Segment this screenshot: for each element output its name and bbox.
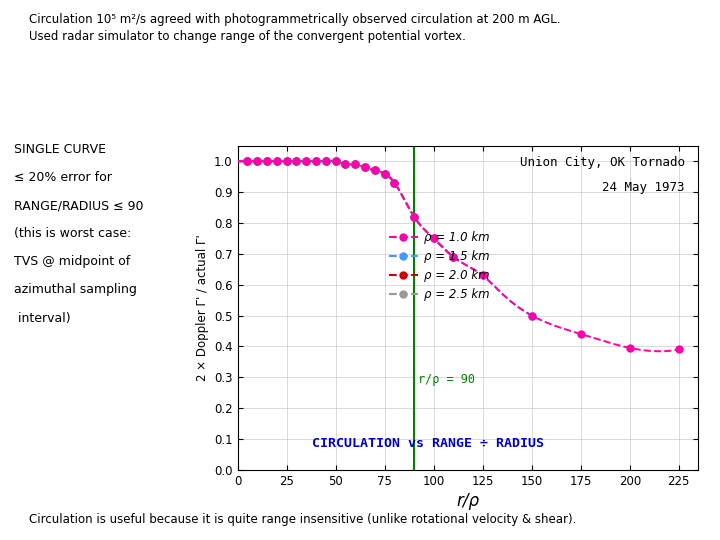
- Text: interval): interval): [14, 312, 71, 325]
- Text: Used radar simulator to change range of the convergent potential vortex.: Used radar simulator to change range of …: [29, 30, 466, 43]
- Text: azimuthal sampling: azimuthal sampling: [14, 284, 138, 296]
- Text: Circulation is useful because it is quite range insensitive (unlike rotational v: Circulation is useful because it is quit…: [29, 514, 576, 526]
- X-axis label: r/ρ: r/ρ: [456, 492, 480, 510]
- Text: Union City, OK Tornado: Union City, OK Tornado: [520, 156, 685, 168]
- Text: CIRCULATION vs RANGE ÷ RADIUS: CIRCULATION vs RANGE ÷ RADIUS: [312, 437, 544, 450]
- Y-axis label: 2 × Doppler Γ' / actual Γ': 2 × Doppler Γ' / actual Γ': [196, 234, 209, 381]
- Text: ≤ 20% error for: ≤ 20% error for: [14, 171, 112, 184]
- Text: TVS @ midpoint of: TVS @ midpoint of: [14, 255, 130, 268]
- Text: Circulation 10⁵ m²/s agreed with photogrammetrically observed circulation at 200: Circulation 10⁵ m²/s agreed with photogr…: [29, 14, 560, 26]
- Text: SINGLE CURVE: SINGLE CURVE: [14, 143, 107, 156]
- Text: (this is worst case:: (this is worst case:: [14, 227, 132, 240]
- Text: 24 May 1973: 24 May 1973: [602, 181, 685, 194]
- Text: RANGE/RADIUS ≤ 90: RANGE/RADIUS ≤ 90: [14, 199, 144, 212]
- Text: r/ρ = 90: r/ρ = 90: [418, 373, 475, 387]
- Legend: ρ = 1.0 km, ρ = 1.5 km, ρ = 2.0 km, ρ = 2.5 km: ρ = 1.0 km, ρ = 1.5 km, ρ = 2.0 km, ρ = …: [384, 226, 495, 306]
